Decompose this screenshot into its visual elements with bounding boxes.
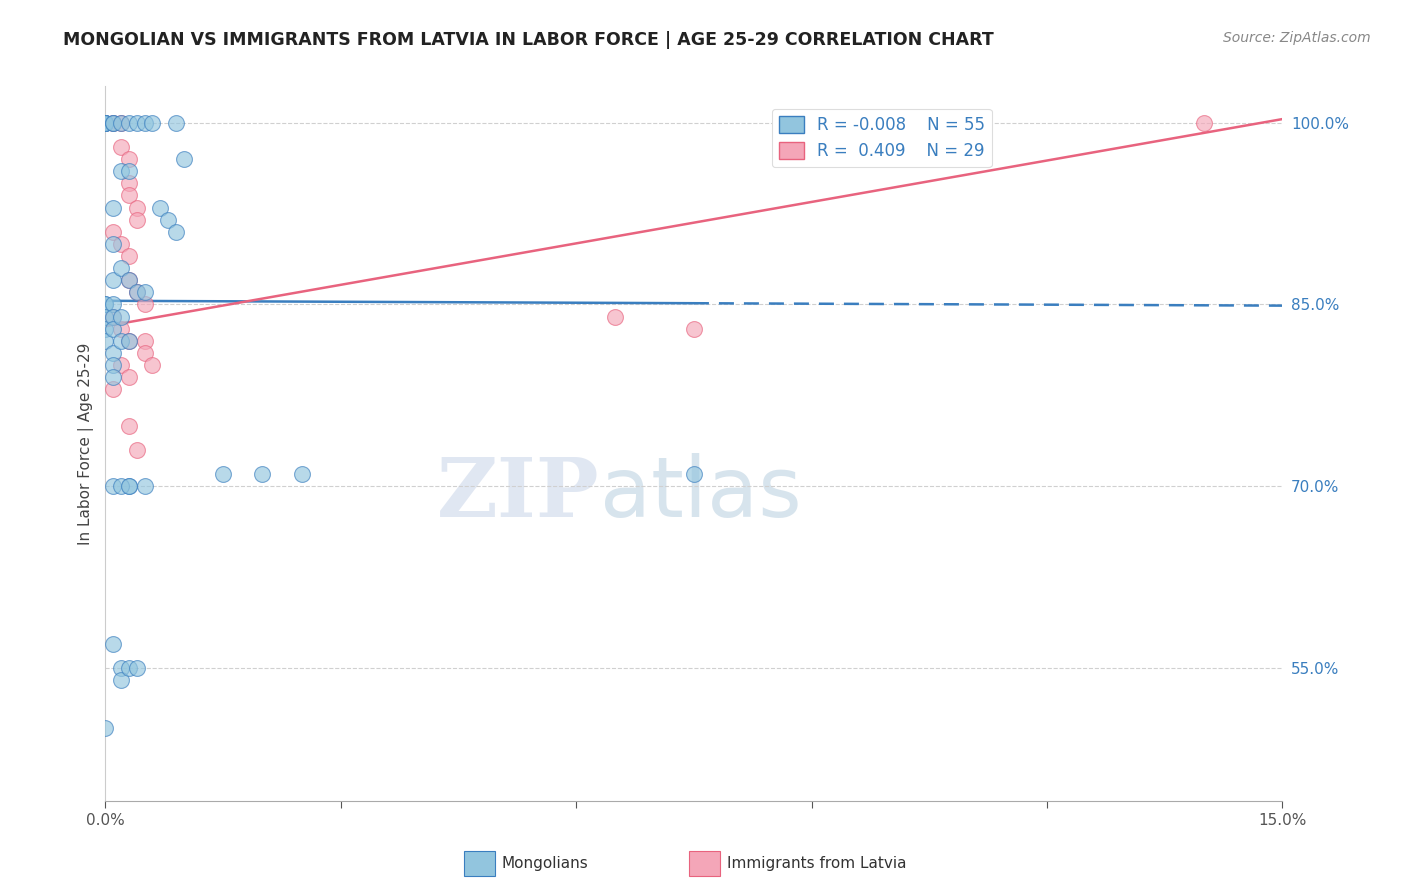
Point bbox=[103, 310, 125, 324]
Point bbox=[103, 236, 125, 251]
Point bbox=[118, 370, 141, 384]
Point bbox=[118, 164, 141, 178]
Point bbox=[118, 418, 141, 433]
Legend: R = -0.008    N = 55, R =  0.409    N = 29: R = -0.008 N = 55, R = 0.409 N = 29 bbox=[772, 109, 991, 167]
Point bbox=[149, 201, 172, 215]
Point bbox=[605, 310, 627, 324]
Point bbox=[103, 297, 125, 311]
Text: ZIP: ZIP bbox=[437, 454, 600, 533]
Point bbox=[110, 321, 132, 335]
Point bbox=[118, 273, 141, 287]
Point bbox=[110, 334, 132, 348]
Point bbox=[103, 358, 125, 372]
Point bbox=[141, 358, 163, 372]
Point bbox=[252, 467, 274, 481]
Point bbox=[125, 442, 148, 457]
Point bbox=[125, 285, 148, 300]
Point bbox=[110, 661, 132, 675]
Point bbox=[103, 321, 125, 335]
Point bbox=[103, 116, 125, 130]
Point bbox=[1192, 116, 1215, 130]
Point bbox=[94, 116, 117, 130]
Point bbox=[103, 382, 125, 396]
Point bbox=[103, 346, 125, 360]
Point bbox=[94, 116, 117, 130]
Point bbox=[134, 285, 156, 300]
Point bbox=[103, 116, 125, 130]
Point bbox=[118, 479, 141, 493]
Point bbox=[103, 201, 125, 215]
Point bbox=[103, 273, 125, 287]
Point bbox=[118, 273, 141, 287]
Text: Source: ZipAtlas.com: Source: ZipAtlas.com bbox=[1223, 31, 1371, 45]
Point bbox=[94, 297, 117, 311]
Point bbox=[110, 310, 132, 324]
Point bbox=[103, 479, 125, 493]
Point bbox=[103, 116, 125, 130]
Point bbox=[157, 212, 180, 227]
Point bbox=[118, 334, 141, 348]
Point bbox=[118, 176, 141, 190]
Point bbox=[110, 479, 132, 493]
Text: Immigrants from Latvia: Immigrants from Latvia bbox=[727, 856, 907, 871]
Point bbox=[118, 661, 141, 675]
Point bbox=[94, 321, 117, 335]
Point bbox=[103, 370, 125, 384]
Point bbox=[134, 334, 156, 348]
Point bbox=[110, 164, 132, 178]
Point bbox=[683, 467, 706, 481]
Point bbox=[125, 661, 148, 675]
Point bbox=[125, 285, 148, 300]
Point bbox=[134, 479, 156, 493]
Point bbox=[103, 310, 125, 324]
Point bbox=[125, 116, 148, 130]
Point bbox=[110, 140, 132, 154]
Point bbox=[110, 116, 132, 130]
Point bbox=[134, 297, 156, 311]
Point bbox=[683, 321, 706, 335]
Point bbox=[94, 116, 117, 130]
Point bbox=[141, 116, 163, 130]
Point bbox=[110, 261, 132, 276]
Point bbox=[118, 152, 141, 166]
Text: MONGOLIAN VS IMMIGRANTS FROM LATVIA IN LABOR FORCE | AGE 25-29 CORRELATION CHART: MONGOLIAN VS IMMIGRANTS FROM LATVIA IN L… bbox=[63, 31, 994, 49]
Point bbox=[118, 116, 141, 130]
Point bbox=[125, 212, 148, 227]
Point bbox=[134, 116, 156, 130]
Point bbox=[94, 334, 117, 348]
Point bbox=[134, 346, 156, 360]
Point bbox=[125, 201, 148, 215]
Point bbox=[94, 116, 117, 130]
Point bbox=[110, 673, 132, 687]
Point bbox=[118, 479, 141, 493]
Point bbox=[110, 116, 132, 130]
Text: Mongolians: Mongolians bbox=[502, 856, 589, 871]
Point bbox=[94, 310, 117, 324]
Text: atlas: atlas bbox=[600, 453, 801, 534]
Point bbox=[110, 236, 132, 251]
Point bbox=[165, 225, 187, 239]
Point bbox=[173, 152, 195, 166]
Point bbox=[103, 225, 125, 239]
Point bbox=[165, 116, 187, 130]
Point bbox=[94, 297, 117, 311]
Point bbox=[118, 249, 141, 263]
Point bbox=[94, 116, 117, 130]
Point bbox=[118, 334, 141, 348]
Point bbox=[110, 358, 132, 372]
Y-axis label: In Labor Force | Age 25-29: In Labor Force | Age 25-29 bbox=[79, 343, 94, 545]
Point bbox=[103, 637, 125, 651]
Point bbox=[290, 467, 312, 481]
Point bbox=[118, 188, 141, 202]
Point bbox=[212, 467, 235, 481]
Point bbox=[94, 116, 117, 130]
Point bbox=[94, 722, 117, 736]
